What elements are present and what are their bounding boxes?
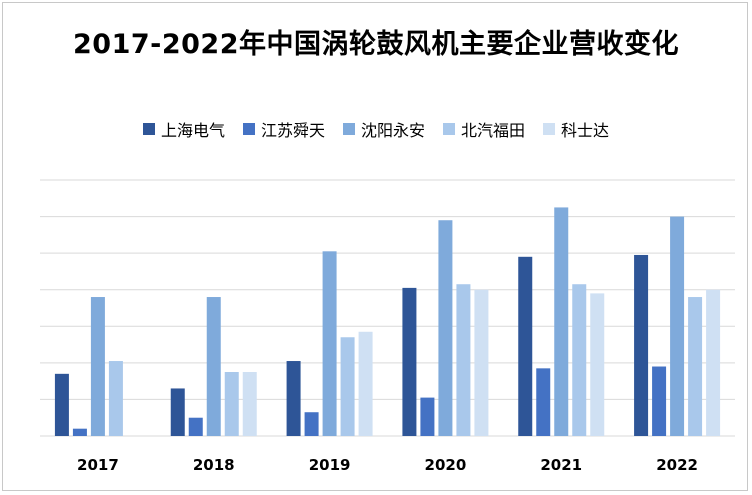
legend-label-0: 上海电气: [160, 121, 225, 140]
x-tick-label: 2020: [425, 456, 467, 474]
legend-item-4: 科士达: [543, 117, 609, 141]
legend-label-3: 北汽福田: [461, 121, 526, 140]
bar-2022-series-4: [706, 289, 721, 436]
bar-2017-series-2: [90, 297, 105, 436]
bar-2017-series-0: [54, 373, 69, 436]
legend-item-3: 北汽福田: [443, 117, 525, 141]
bar-2020-series-1: [420, 397, 435, 436]
legend-swatch-3: [443, 123, 455, 135]
bar-2018-series-0: [170, 388, 185, 436]
bar-2020-series-3: [456, 284, 471, 436]
bar-2019-series-1: [304, 412, 319, 436]
bar-2021-series-2: [554, 207, 569, 436]
x-tick-label: 2017: [77, 456, 119, 474]
chart-title: 2017-2022年中国涡轮鼓风机主要企业营收变化: [73, 29, 679, 60]
x-tick-label: 2021: [540, 456, 582, 474]
legend: 上海电气 江苏舜天 沈阳永安 北汽福田 科士达: [0, 117, 752, 141]
bar-2021-series-3: [572, 284, 587, 436]
bar-2019-series-0: [286, 361, 301, 436]
bar-2019-series-2: [322, 251, 337, 436]
x-tick-label: 2019: [309, 456, 351, 474]
bar-2019-series-3: [340, 337, 355, 436]
legend-item-1: 江苏舜天: [242, 117, 325, 141]
bar-2020-series-2: [438, 220, 453, 436]
bar-2018-series-1: [188, 417, 203, 436]
bar-2018-series-2: [206, 297, 221, 436]
legend-swatch-1: [242, 123, 255, 135]
x-tick-label: 2022: [656, 456, 698, 474]
chart-frame: [2, 2, 748, 491]
bar-2021-series-0: [518, 256, 533, 436]
legend-label-1: 江苏舜天: [260, 121, 325, 140]
bar-2020-series-0: [402, 287, 417, 436]
bar-2021-series-1: [536, 368, 551, 436]
bar-2021-series-4: [590, 293, 605, 436]
bar-2020-series-4: [474, 289, 489, 436]
bar-2022-series-1: [652, 366, 667, 436]
legend-label-4: 科士达: [561, 121, 610, 140]
legend-item-2: 沈阳永安: [342, 117, 425, 141]
legend-swatch-4: [543, 123, 556, 135]
bar-2017-series-3: [108, 361, 123, 436]
bar-2022-series-2: [670, 216, 685, 436]
bar-2022-series-0: [634, 254, 649, 436]
x-tick-label: 2018: [193, 456, 235, 474]
bar-2022-series-3: [688, 297, 703, 436]
bar-2018-series-3: [224, 372, 239, 436]
legend-label-2: 沈阳永安: [360, 121, 425, 140]
legend-swatch-0: [142, 123, 155, 135]
legend-swatch-2: [342, 123, 355, 135]
bar-2018-series-4: [242, 372, 257, 436]
bar-2019-series-4: [358, 331, 373, 436]
legend-item-0: 上海电气: [142, 117, 225, 141]
bar-2017-series-1: [72, 428, 87, 436]
